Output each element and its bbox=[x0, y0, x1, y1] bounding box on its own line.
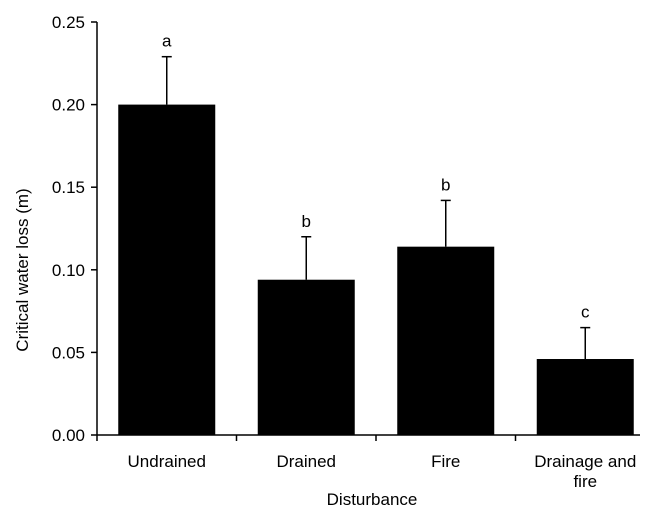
x-tick-label: Drained bbox=[276, 452, 336, 471]
y-tick-label: 0.10 bbox=[52, 261, 85, 280]
plot-area: 0.00 0.05 0.10 0.15 0.20 0.25 a Undrained b Drain… bbox=[52, 13, 640, 491]
x-tick-label: Fire bbox=[431, 452, 460, 471]
bar bbox=[536, 359, 634, 435]
y-axis-title: Critical water loss (m) bbox=[13, 188, 32, 351]
y-tick-label: 0.20 bbox=[52, 96, 85, 115]
y-tick-label: 0.15 bbox=[52, 178, 85, 197]
y-tick-label: 0.25 bbox=[52, 13, 85, 32]
bar bbox=[257, 279, 355, 435]
x-axis-title: Disturbance bbox=[327, 490, 418, 509]
significance-label: b bbox=[302, 212, 311, 231]
y-tick-label: 0.05 bbox=[52, 343, 85, 362]
x-tick-label: Drainage and bbox=[534, 452, 636, 471]
bar bbox=[397, 246, 495, 435]
significance-label: c bbox=[581, 303, 590, 322]
x-tick-label: fire bbox=[573, 472, 597, 491]
bar bbox=[118, 104, 216, 435]
x-tick-label: Undrained bbox=[128, 452, 206, 471]
significance-label: a bbox=[162, 32, 172, 51]
significance-label: b bbox=[441, 175, 450, 194]
y-tick-label: 0.00 bbox=[52, 426, 85, 445]
